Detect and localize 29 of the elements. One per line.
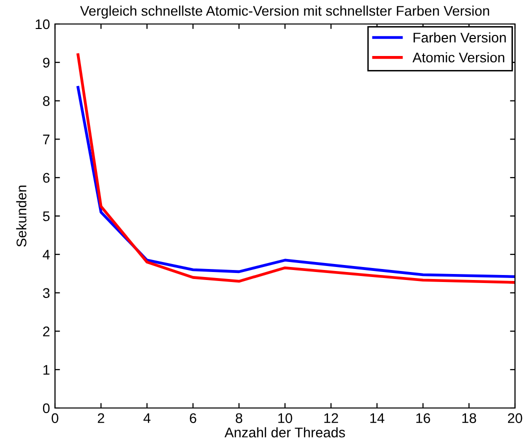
y-tick-label: 6	[43, 172, 50, 183]
legend-label: Atomic Version	[412, 52, 504, 62]
x-tick-label: 14	[370, 413, 384, 423]
y-tick-label: 9	[43, 58, 50, 68]
x-tick-label: 6	[190, 413, 196, 424]
x-tick-label: 20	[508, 413, 522, 424]
x-tick-label: 12	[324, 413, 338, 423]
x-axis-title: Anzahl der Threads	[224, 427, 345, 438]
y-tick-label: 8	[43, 96, 50, 106]
x-tick-label: 4	[143, 413, 150, 423]
y-tick-label: 1	[43, 365, 50, 375]
legend-label: Farben Version	[414, 32, 506, 43]
x-tick-label: 0	[52, 413, 58, 424]
y-axis-title: Sekunden	[16, 186, 26, 247]
x-tick-label: 18	[462, 413, 476, 424]
chart-title: Vergleich schnellste Atomic-Version mit schnellster Farben Version	[80, 6, 490, 19]
y-tick-label: 2	[43, 326, 50, 336]
x-tick-label: 16	[416, 413, 430, 424]
y-tick-label: 5	[42, 211, 50, 222]
line-series	[76, 86, 515, 278]
y-tick-label: 7	[43, 134, 50, 144]
y-tick-label: 10	[36, 19, 50, 30]
y-tick-label: 0	[42, 403, 50, 414]
x-tick-label: 2	[98, 413, 104, 423]
y-tick-label: 4	[42, 250, 50, 260]
x-tick-label: 10	[278, 413, 292, 424]
line-series	[76, 53, 515, 284]
y-tick-label: 3	[42, 288, 50, 298]
x-tick-label: 8	[236, 413, 242, 424]
